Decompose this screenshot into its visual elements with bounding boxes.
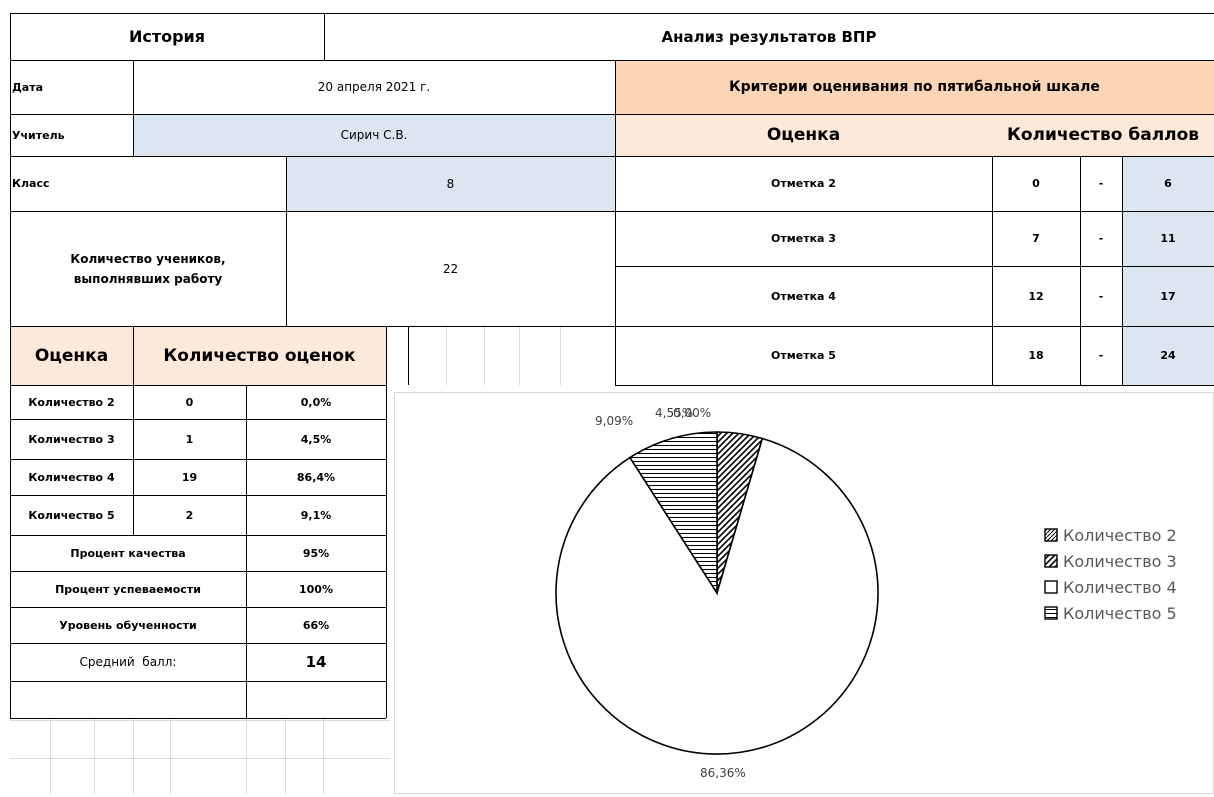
avg-label: Средний балл: — [79, 655, 177, 669]
results-row-count: 0 — [185, 395, 194, 409]
criteria-title: Критерии оценивания по пятибальной шкале — [615, 60, 1214, 114]
results-grade-header: Оценка — [10, 326, 133, 385]
grid-line — [10, 459, 386, 460]
criteria-from: 7 — [1032, 232, 1040, 245]
grid-line — [10, 114, 1214, 115]
criteria-mark: Отметка 4 — [771, 289, 836, 303]
grid-line — [10, 607, 386, 608]
grid-line — [10, 535, 386, 536]
grid-line — [408, 326, 409, 385]
legend-label: Количество 3 — [1063, 552, 1177, 571]
criteria-to[interactable]: 6 — [1122, 156, 1214, 211]
grid-line — [10, 681, 386, 682]
legend-swatch — [1044, 554, 1058, 568]
criteria-to[interactable]: 11 — [1122, 211, 1214, 266]
criteria-mark: Отметка 3 — [771, 232, 836, 245]
grid-line — [10, 571, 386, 572]
grid-line — [386, 326, 387, 718]
students-value[interactable]: 22 — [442, 261, 459, 276]
criteria-mark: Отметка 2 — [771, 177, 836, 190]
legend-label: Количество 2 — [1063, 526, 1177, 545]
legend-label: Количество 4 — [1063, 578, 1177, 597]
grid-line — [10, 13, 11, 718]
grid-line — [10, 718, 386, 719]
results-row-percent: 4,5% — [300, 432, 332, 446]
date-value[interactable]: 20 апреля 2021 г. — [317, 80, 431, 94]
criteria-dash: - — [1098, 349, 1104, 362]
level-label: Уровень обученности — [59, 618, 197, 632]
pie-data-label: 86,36% — [700, 766, 746, 780]
students-label: Количество учеников, выполнявших работу — [70, 251, 226, 286]
criteria-grade-header: Оценка — [615, 114, 992, 156]
quality-label: Процент качества — [70, 546, 186, 560]
quality-value: 95% — [302, 546, 330, 560]
subject-title: История — [128, 27, 206, 46]
pie-chart-area[interactable]: 0,00% 4,55% 86,36% 9,09% Количество 2 Количе… — [394, 392, 1214, 794]
grid-line — [10, 495, 386, 496]
criteria-dash: - — [1098, 177, 1104, 190]
grid-line — [992, 156, 993, 385]
progress-value: 100% — [299, 582, 333, 596]
legend-swatch — [1044, 580, 1058, 594]
results-row-percent: 86,4% — [296, 470, 336, 484]
legend-swatch — [1044, 606, 1058, 620]
level-value: 66% — [302, 618, 330, 632]
criteria-from: 12 — [1028, 289, 1044, 303]
pie-data-label: 9,09% — [595, 414, 633, 428]
criteria-points-header: Количество баллов — [992, 114, 1214, 156]
grid-line — [10, 211, 1214, 212]
pie-data-label: 4,55% — [655, 406, 693, 420]
legend-label: Количество 5 — [1063, 604, 1177, 623]
page-title: Анализ результатов ВПР — [661, 27, 877, 46]
results-row-label: Количество 4 — [28, 470, 115, 484]
grid-line — [10, 643, 386, 644]
grid-line — [10, 326, 1214, 327]
criteria-to[interactable]: 17 — [1122, 266, 1214, 326]
grid-line — [286, 156, 287, 326]
grid-line — [10, 419, 386, 420]
results-row-count: 2 — [185, 508, 194, 522]
results-row-label: Количество 5 — [28, 508, 115, 522]
grid-line — [1080, 156, 1081, 385]
pie-slice[interactable] — [628, 431, 718, 596]
avg-value: 14 — [305, 653, 327, 671]
legend-swatch — [1044, 528, 1058, 542]
grid-line — [10, 385, 386, 386]
class-label: Класс — [12, 177, 50, 190]
grid-line — [615, 385, 1214, 386]
criteria-dash: - — [1098, 289, 1104, 303]
criteria-mark: Отметка 5 — [771, 349, 836, 362]
grid-line — [1122, 156, 1123, 385]
grid-line — [615, 60, 616, 385]
results-row-count: 19 — [181, 470, 198, 484]
results-row-label: Количество 3 — [28, 432, 115, 446]
results-row-label: Количество 2 — [28, 395, 115, 409]
pie-slice[interactable] — [555, 437, 879, 755]
progress-label: Процент успеваемости — [55, 582, 201, 596]
grid-line — [133, 326, 134, 535]
pie-data-label: 0,00% — [673, 406, 711, 420]
criteria-dash: - — [1098, 232, 1104, 245]
grid-line — [246, 385, 247, 718]
pie-chart: 0,00%4,55% 86,36% 9,09% Количество 2 Количе… — [555, 406, 1177, 780]
results-count-header: Количество оценок — [133, 326, 386, 385]
results-row-percent: 9,1% — [300, 508, 332, 522]
grid-line — [324, 13, 325, 60]
grid-line — [10, 60, 1214, 61]
grid-line — [10, 156, 1214, 157]
criteria-from: 18 — [1028, 349, 1044, 362]
class-value[interactable]: 8 — [286, 156, 615, 211]
criteria-to[interactable]: 24 — [1122, 326, 1214, 385]
teacher-value[interactable]: Сирич С.В. — [133, 114, 615, 156]
teacher-label: Учитель — [12, 128, 65, 142]
date-label: Дата — [12, 80, 44, 94]
results-row-percent: 0,0% — [300, 395, 332, 409]
grid-line — [133, 60, 134, 156]
criteria-from: 0 — [1032, 177, 1040, 190]
grid-line — [10, 13, 1214, 14]
grid-line — [615, 266, 1214, 267]
results-row-count: 1 — [185, 432, 194, 446]
